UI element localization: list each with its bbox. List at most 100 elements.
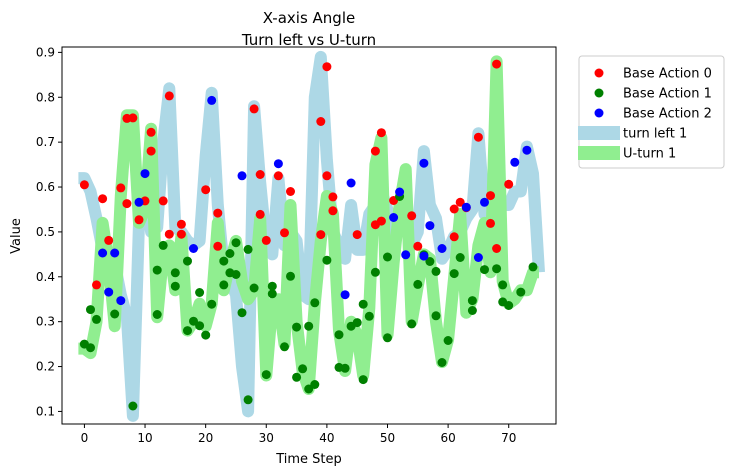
point-base-action-1 [340,363,350,373]
point-base-action-2 [340,290,350,300]
point-base-action-1 [201,330,211,340]
point-base-action-1 [322,255,332,265]
point-base-action-1 [437,358,447,367]
y-tick-label: 0.7 [36,135,55,149]
point-base-action-0 [455,197,465,207]
point-base-action-0 [376,128,386,138]
point-base-action-1 [195,321,205,331]
point-base-action-2 [134,197,144,207]
point-base-action-2 [473,253,483,262]
point-base-action-0 [213,208,223,218]
y-tick-label: 0.2 [36,360,55,374]
point-base-action-1 [152,265,162,275]
point-base-action-1 [449,269,459,279]
y-tick-label: 0.3 [36,315,55,329]
point-base-action-0 [407,211,417,221]
chart-subtitle: Turn left vs U-turn [241,31,376,49]
point-base-action-2 [346,178,356,188]
legend-label: Base Action 2 [623,107,712,122]
point-base-action-2 [419,158,429,168]
y-tick-label: 0.4 [36,270,55,284]
point-base-action-1 [407,319,417,329]
point-base-action-1 [231,238,241,248]
legend-label: Base Action 0 [623,67,712,82]
point-base-action-1 [286,271,295,281]
legend-label: Base Action 1 [623,87,712,102]
point-base-action-1 [425,257,435,266]
point-base-action-0 [352,230,362,240]
point-base-action-2 [480,197,489,207]
point-base-action-1 [183,326,192,336]
point-base-action-0 [286,187,295,196]
point-base-action-1 [292,372,302,382]
x-tick-label: 60 [440,431,455,445]
point-base-action-2 [110,248,120,258]
point-base-action-0 [322,62,332,72]
plot-area [61,46,557,425]
point-base-action-1 [528,262,538,272]
point-base-action-0 [280,228,289,238]
legend: Base Action 0 Base Action 1 Base Action 2 t… [578,55,725,169]
point-base-action-1 [249,283,259,293]
y-tick-label: 0.9 [36,45,55,59]
point-base-action-0 [504,179,514,189]
point-base-action-0 [92,280,101,290]
point-base-action-0 [322,171,332,181]
point-base-action-0 [176,219,186,229]
point-base-action-1 [219,280,229,290]
series-points [79,59,538,411]
point-base-action-1 [195,288,205,297]
point-base-action-1 [183,256,192,266]
point-base-action-2 [510,157,520,167]
point-base-action-1 [492,264,502,274]
point-base-action-0 [273,171,283,181]
legend-swatch [578,146,620,160]
point-base-action-1 [304,321,314,331]
point-base-action-0 [449,204,459,214]
point-base-action-1 [298,364,308,374]
point-base-action-0 [79,180,89,190]
point-base-action-0 [158,196,168,206]
point-base-action-0 [201,185,211,195]
point-base-action-1 [352,318,362,328]
point-base-action-1 [310,298,320,308]
point-base-action-1 [383,333,392,343]
point-base-action-1 [358,375,368,385]
point-base-action-1 [443,336,453,345]
point-base-action-1 [431,311,441,321]
point-base-action-1 [92,314,101,324]
point-base-action-0 [128,113,138,123]
point-base-action-1 [364,311,374,321]
point-base-action-0 [176,229,186,239]
point-base-action-0 [328,192,338,202]
point-base-action-1 [128,401,138,411]
legend-label: turn left 1 [623,127,687,142]
point-base-action-1 [455,253,465,262]
x-tick-label: 10 [137,431,152,445]
x-tick-label: 50 [380,431,395,445]
point-base-action-0 [164,91,174,101]
point-base-action-0 [449,232,459,242]
point-base-action-1 [225,249,235,258]
point-base-action-1 [170,268,180,278]
legend-marker [594,68,604,78]
legend-label: U-turn 1 [623,147,676,162]
y-tick-label: 0.1 [36,404,55,418]
legend-marker [594,88,604,98]
point-base-action-0 [413,241,423,251]
point-base-action-2 [522,145,532,155]
y-tick-label: 0.6 [36,180,55,194]
y-axis-label: Value [9,218,24,254]
point-base-action-0 [98,194,108,204]
legend-marker [594,108,604,118]
point-base-action-0 [486,218,495,228]
y-tick-label: 0.8 [36,90,55,104]
point-base-action-1 [267,289,277,299]
point-base-action-2 [395,187,405,197]
point-base-action-2 [98,248,108,258]
point-base-action-2 [273,159,283,169]
point-base-action-1 [467,306,477,315]
point-base-action-2 [389,213,399,222]
point-base-action-1 [158,240,168,250]
point-base-action-1 [516,287,526,297]
